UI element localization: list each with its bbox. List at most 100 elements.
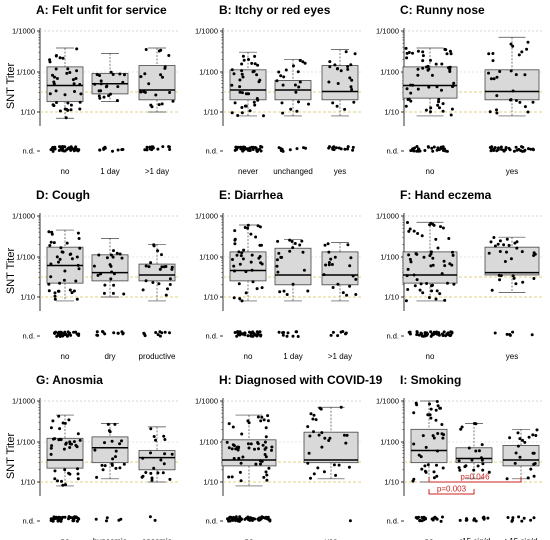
data-point bbox=[441, 226, 445, 230]
nd-point bbox=[243, 147, 247, 151]
data-point bbox=[414, 401, 418, 405]
data-point bbox=[431, 434, 435, 438]
data-point bbox=[280, 101, 284, 105]
data-point bbox=[349, 63, 353, 67]
data-point bbox=[514, 282, 518, 286]
data-point bbox=[164, 265, 168, 268]
data-point bbox=[294, 90, 298, 94]
data-point bbox=[53, 477, 57, 481]
data-point bbox=[418, 288, 422, 292]
data-point bbox=[74, 77, 78, 80]
data-point bbox=[251, 70, 255, 74]
data-point bbox=[441, 102, 445, 106]
data-point bbox=[296, 70, 300, 74]
nd-point bbox=[511, 330, 515, 334]
data-point bbox=[256, 415, 260, 419]
data-point bbox=[275, 264, 279, 268]
data-point bbox=[164, 293, 168, 297]
data-point bbox=[260, 415, 264, 419]
data-point bbox=[67, 418, 71, 422]
data-point bbox=[118, 442, 122, 446]
nd-point bbox=[519, 149, 523, 153]
nd-point bbox=[75, 332, 79, 336]
nd-point bbox=[163, 330, 167, 334]
data-point bbox=[240, 62, 244, 66]
data-point bbox=[481, 462, 485, 466]
data-point bbox=[424, 445, 428, 449]
data-point bbox=[260, 286, 264, 290]
nd-point bbox=[423, 149, 427, 152]
x-category-label: no bbox=[61, 537, 70, 540]
data-point bbox=[227, 475, 231, 479]
nd-point bbox=[65, 334, 69, 338]
data-point bbox=[509, 42, 513, 46]
data-point bbox=[152, 244, 156, 248]
data-point bbox=[312, 413, 316, 417]
nd-point bbox=[415, 516, 419, 520]
data-point bbox=[152, 466, 156, 470]
data-point bbox=[436, 432, 440, 435]
data-point bbox=[57, 289, 61, 293]
data-point bbox=[509, 69, 513, 73]
data-point bbox=[345, 433, 349, 437]
data-point bbox=[327, 261, 331, 264]
data-point bbox=[151, 281, 155, 284]
y-tick-label: 1/1000 bbox=[376, 212, 399, 221]
y-tick-label: 1/10 bbox=[384, 293, 399, 302]
nd-point bbox=[415, 149, 419, 153]
x-category-label: 1 day bbox=[283, 352, 303, 361]
y-tick-label: 1/10 bbox=[203, 293, 218, 302]
nd-point bbox=[351, 148, 355, 152]
data-point bbox=[58, 427, 62, 431]
data-point bbox=[139, 90, 143, 94]
data-point bbox=[513, 461, 517, 465]
data-point bbox=[422, 255, 426, 259]
data-point bbox=[431, 256, 435, 260]
data-point bbox=[420, 467, 424, 471]
data-point bbox=[107, 429, 111, 433]
nd-point bbox=[507, 146, 511, 150]
nd-point bbox=[239, 147, 243, 151]
nd-point bbox=[69, 145, 73, 149]
data-point bbox=[309, 412, 313, 416]
data-point bbox=[114, 466, 118, 470]
data-point bbox=[232, 296, 236, 300]
data-point bbox=[256, 224, 260, 228]
data-point bbox=[53, 294, 57, 298]
data-point bbox=[250, 268, 254, 272]
nd-point bbox=[415, 333, 419, 337]
data-point bbox=[103, 464, 107, 468]
data-point bbox=[149, 451, 152, 455]
data-point bbox=[149, 471, 153, 475]
data-point bbox=[96, 273, 100, 277]
data-point bbox=[481, 468, 485, 472]
nd-point bbox=[74, 330, 78, 334]
data-point bbox=[448, 49, 452, 53]
data-point bbox=[440, 423, 444, 426]
y-axis-label: SNT Titer bbox=[5, 248, 17, 295]
data-point bbox=[171, 99, 175, 103]
data-point bbox=[517, 53, 521, 57]
nd-point bbox=[148, 515, 152, 519]
data-point bbox=[303, 61, 307, 65]
data-point bbox=[238, 297, 242, 301]
data-point bbox=[495, 94, 499, 98]
data-point bbox=[492, 236, 496, 239]
data-point bbox=[438, 292, 442, 296]
nd-point bbox=[56, 519, 60, 523]
data-point bbox=[240, 111, 244, 115]
data-point bbox=[526, 476, 530, 480]
data-point bbox=[233, 229, 237, 233]
data-point bbox=[441, 109, 445, 113]
data-point bbox=[246, 92, 250, 96]
x-category-label: 1 day bbox=[100, 167, 120, 176]
data-point bbox=[487, 251, 491, 255]
data-point bbox=[104, 85, 108, 89]
data-point bbox=[404, 299, 408, 303]
nd-point bbox=[94, 517, 98, 521]
data-point bbox=[53, 75, 56, 79]
data-point bbox=[76, 477, 80, 481]
data-point bbox=[149, 427, 153, 431]
data-point bbox=[65, 71, 69, 75]
nd-point bbox=[116, 331, 120, 335]
